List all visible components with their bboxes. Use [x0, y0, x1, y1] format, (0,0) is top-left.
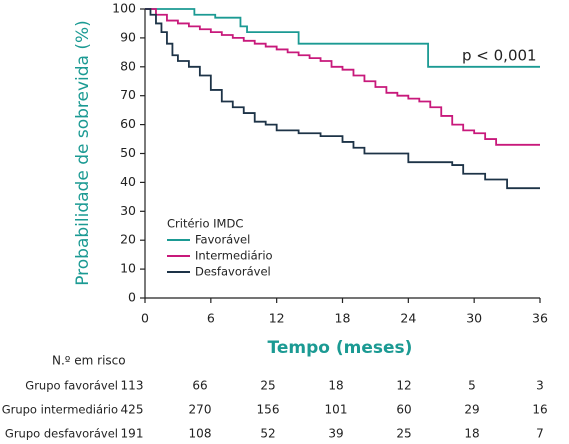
risk-value: 16	[532, 403, 547, 417]
risk-value: 108	[189, 427, 212, 441]
legend-label: Favorável	[195, 233, 250, 247]
risk-value: 39	[328, 427, 343, 441]
risk-value: 18	[464, 427, 479, 441]
y-tick-label: 50	[120, 145, 136, 160]
risk-value: 12	[396, 379, 411, 393]
risk-value: 101	[325, 403, 348, 417]
y-tick-label: 40	[120, 174, 136, 189]
risk-value: 25	[260, 379, 275, 393]
risk-value: 7	[536, 427, 544, 441]
risk-row-label: Grupo intermediário	[2, 403, 118, 417]
risk-row-label: Grupo desfavorável	[5, 427, 118, 441]
risk-value: 25	[396, 427, 411, 441]
risk-value: 18	[328, 379, 343, 393]
y-tick-label: 100	[112, 1, 136, 16]
legend-label: Desfavorável	[195, 265, 271, 279]
risk-value: 113	[121, 379, 144, 393]
x-tick-label: 30	[466, 311, 482, 326]
legend-title: Critério IMDC	[167, 217, 243, 231]
risk-value: 66	[192, 379, 207, 393]
x-tick-label: 12	[269, 311, 285, 326]
y-tick-label: 70	[120, 87, 136, 102]
survival-curve	[145, 8, 540, 68]
survival-curve	[145, 8, 540, 190]
risk-value: 29	[464, 403, 479, 417]
y-tick-label: 80	[120, 58, 136, 73]
annotation: p < 0,001	[462, 47, 537, 65]
risk-table-title: N.º em risco	[52, 354, 126, 368]
risk-value: 5	[468, 379, 476, 393]
x-tick-label: 36	[532, 311, 548, 326]
risk-value: 3	[536, 379, 544, 393]
risk-value: 60	[396, 403, 411, 417]
survival-curve	[145, 8, 540, 146]
x-tick-label: 0	[141, 311, 149, 326]
x-tick-label: 18	[335, 311, 351, 326]
risk-value: 52	[260, 427, 275, 441]
x-axis-label: Tempo (meses)	[268, 338, 413, 358]
risk-value: 270	[189, 403, 212, 417]
y-tick-label: 30	[120, 203, 136, 218]
risk-value: 156	[257, 403, 280, 417]
risk-value: 191	[121, 427, 144, 441]
y-tick-label: 10	[120, 261, 136, 276]
risk-row-label: Grupo favorável	[25, 379, 118, 393]
legend-label: Intermediário	[195, 249, 273, 263]
y-axis-label: Probabilidade de sobrevida (%)	[73, 20, 93, 286]
risk-value: 425	[121, 403, 144, 417]
x-tick-label: 6	[207, 311, 215, 326]
y-tick-label: 60	[120, 116, 136, 131]
y-tick-label: 0	[128, 290, 136, 305]
x-tick-label: 24	[400, 311, 416, 326]
y-tick-label: 90	[120, 29, 136, 44]
y-tick-label: 20	[120, 232, 136, 247]
